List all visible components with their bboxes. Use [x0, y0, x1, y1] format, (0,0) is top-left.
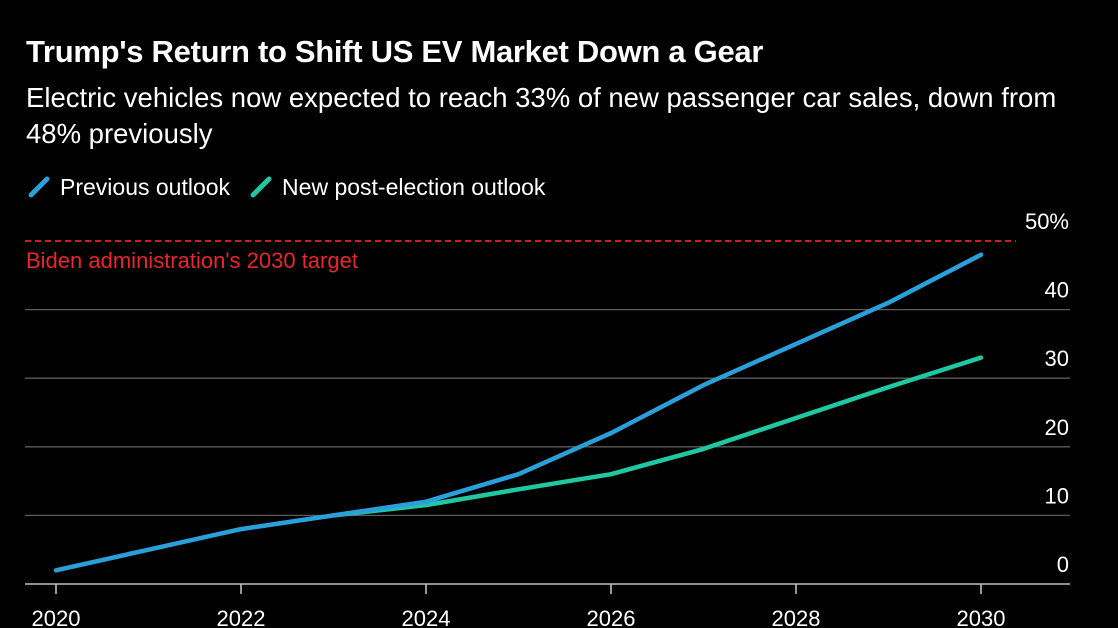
- y-tick-label: 50%: [1025, 209, 1069, 234]
- y-tick-label: 20: [1045, 415, 1069, 440]
- x-tick-label: 2028: [772, 606, 821, 628]
- chart-subtitle: Electric vehicles now expected to reach …: [26, 82, 1057, 149]
- y-tick-label: 30: [1045, 346, 1069, 371]
- legend-item-previous-outlook: Previous outlook: [26, 174, 230, 201]
- chart-title: Trump's Return to Shift US EV Market Dow…: [26, 34, 764, 69]
- legend-swatch-previous-icon: [28, 176, 50, 198]
- x-tick-label: 2026: [587, 606, 636, 628]
- x-tick-label: 2020: [32, 606, 81, 628]
- legend: Previous outlook New post-election outlo…: [26, 172, 563, 202]
- series-line-new-outlook: [331, 355, 984, 518]
- legend-swatch-new-icon: [250, 176, 272, 198]
- legend-label-new: New post-election outlook: [282, 173, 546, 200]
- y-tick-label: 10: [1045, 483, 1069, 508]
- target-reference-label: Biden administration's 2030 target: [26, 248, 358, 273]
- legend-label-previous: Previous outlook: [60, 173, 231, 200]
- legend-item-new-outlook: New post-election outlook: [248, 174, 545, 201]
- x-tick-label: 2024: [402, 606, 451, 628]
- x-tick-label: 2022: [217, 606, 266, 628]
- series-line-previous-outlook: [53, 252, 984, 573]
- y-tick-label: 0: [1057, 552, 1069, 577]
- x-tick-label: 2030: [957, 606, 1006, 628]
- y-tick-label: 40: [1045, 278, 1069, 303]
